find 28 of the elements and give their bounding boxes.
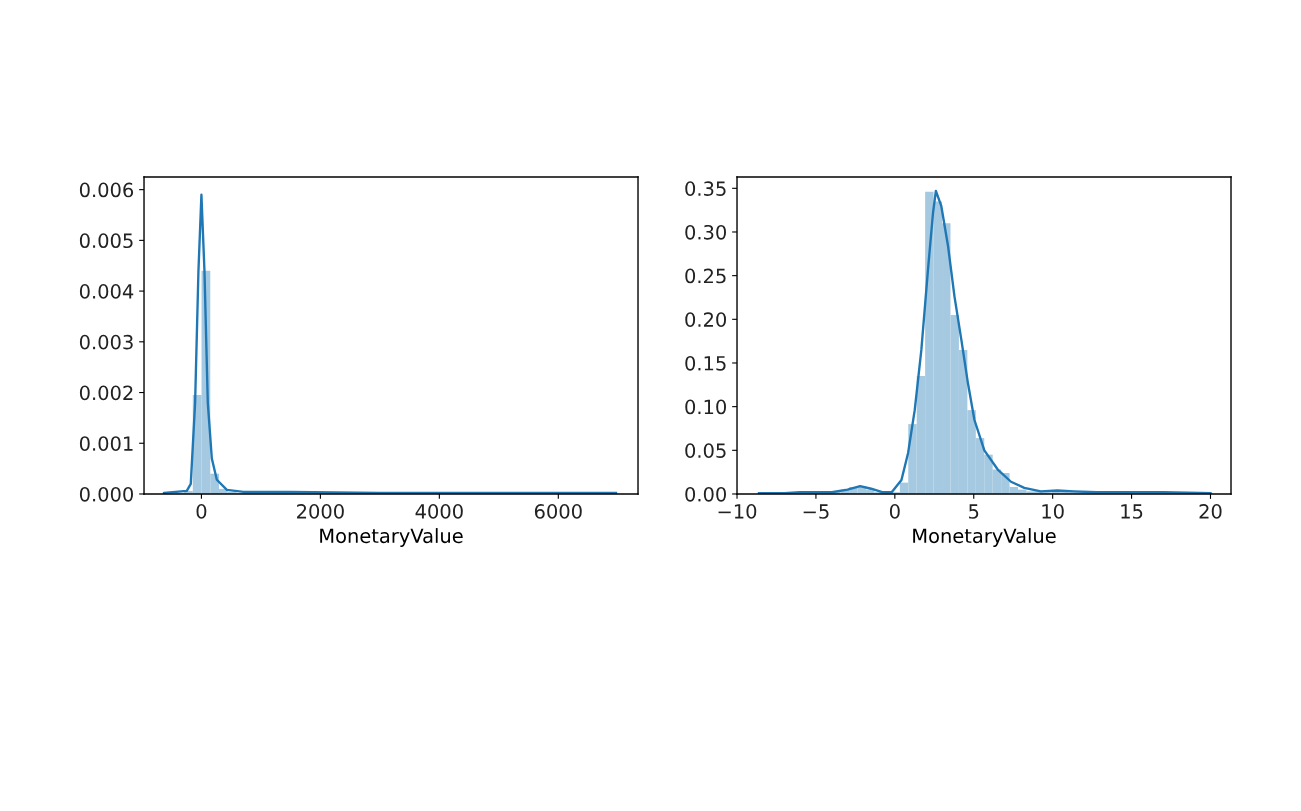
y-tick-label: 0.15 [685, 355, 726, 371]
y-tick-label: 0.002 [79, 385, 133, 401]
y-tick-label: 0.000 [79, 486, 134, 502]
y-tick-label: 0.05 [685, 443, 726, 458]
x-tick-label: 10 [1042, 504, 1064, 519]
x-tick-label: −10 [718, 504, 757, 519]
y-tick-label: 0.001 [79, 436, 133, 451]
x-tick-label: 0 [196, 504, 207, 519]
x-tick-label: 6000 [534, 504, 582, 519]
x-tick-label: 5 [969, 504, 979, 519]
y-tick-label: 0.003 [79, 334, 133, 350]
x-axis-title: MonetaryValue [913, 528, 1056, 547]
x-tick-label: 20 [1199, 504, 1222, 519]
x-tick-label: 0 [889, 504, 900, 519]
x-tick-label: −5 [803, 504, 829, 519]
y-tick-label: 0.20 [685, 312, 726, 327]
x-tick-label: 4000 [415, 504, 463, 519]
y-tick-label: 0.30 [685, 224, 726, 240]
y-tick-label: 0.35 [685, 181, 726, 196]
y-tick-label: 0.00 [685, 486, 726, 502]
y-tick-label: 0.004 [79, 284, 134, 299]
y-tick-label: 0.25 [685, 268, 726, 284]
y-tick-label: 0.005 [79, 233, 133, 249]
y-tick-label: 0.006 [79, 182, 134, 198]
x-axis-title: MonetaryValue [320, 528, 463, 547]
x-tick-label: 2000 [297, 504, 344, 519]
y-tick-label: 0.10 [685, 399, 726, 415]
x-tick-label: 15 [1121, 504, 1143, 519]
